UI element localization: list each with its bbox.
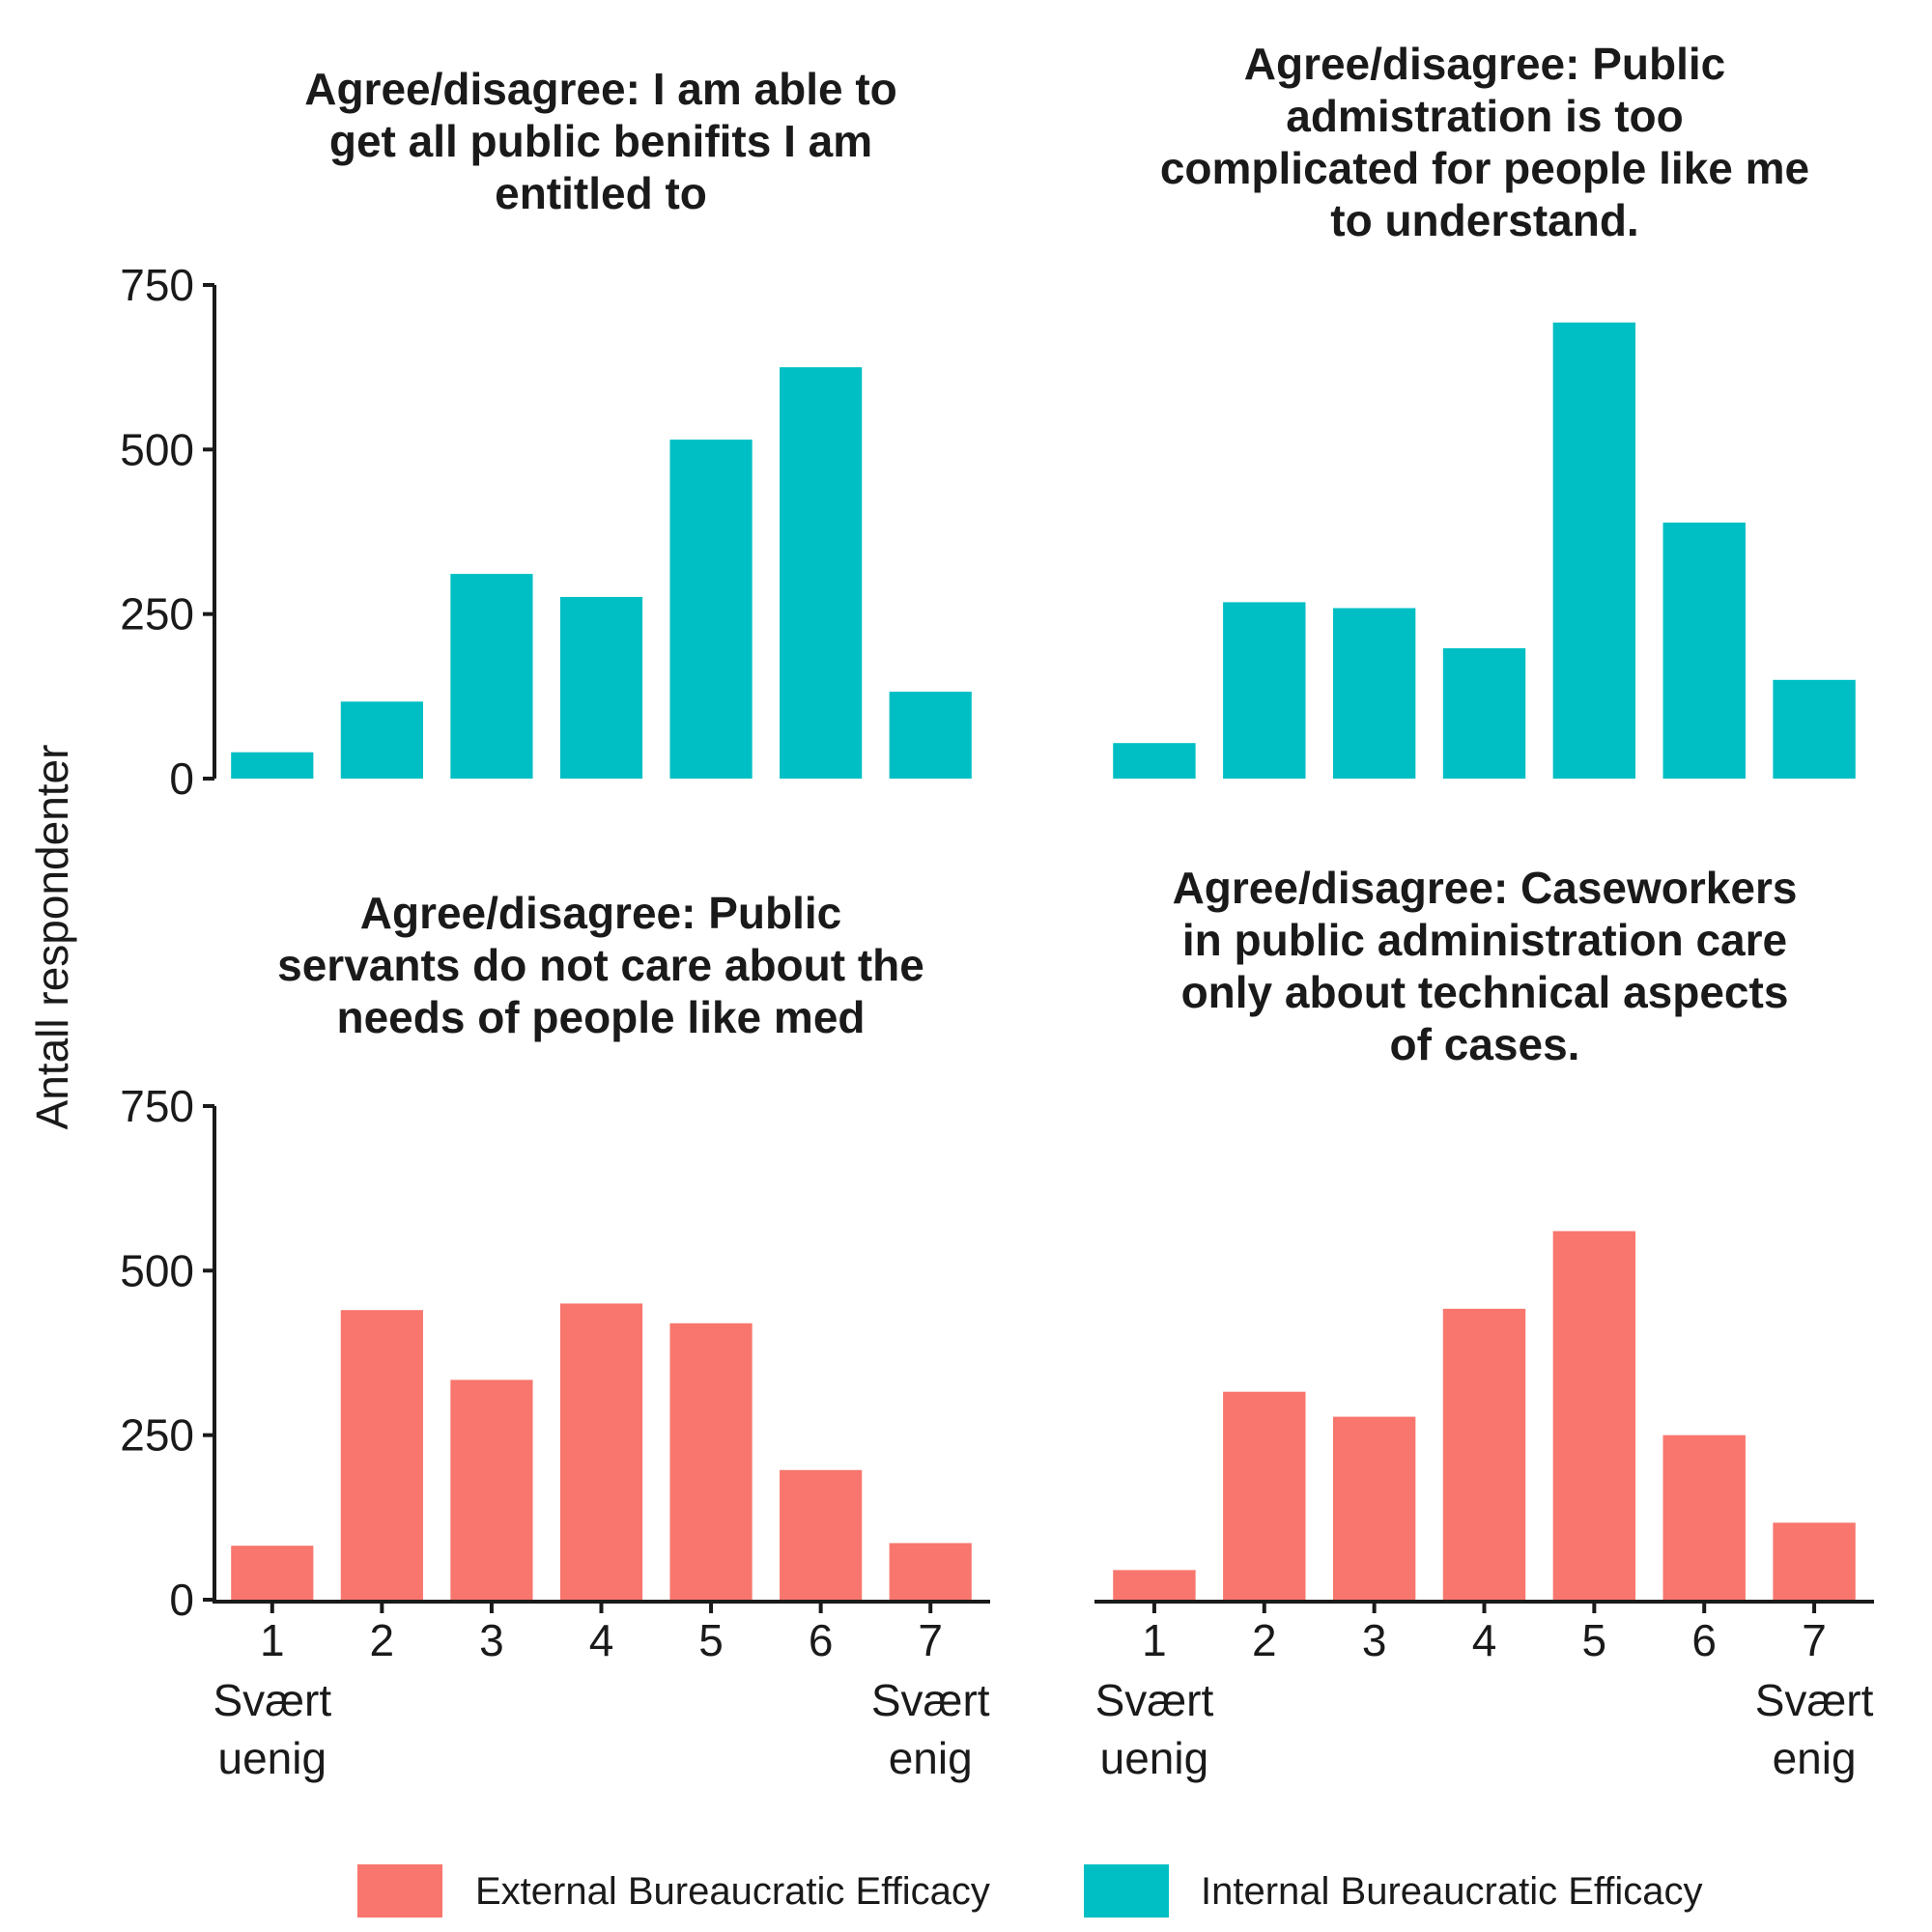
x-tick-sublabel: Svært [1755, 1675, 1874, 1725]
x-tick-label: 6 [809, 1615, 834, 1665]
x-tick-label: 4 [589, 1615, 614, 1665]
legend: External Bureaucratic Efficacy Internal B… [357, 1864, 1703, 1918]
panel-title-line: to understand. [1330, 195, 1638, 245]
bar-1 [231, 1546, 314, 1600]
y-tick-label: 250 [120, 1410, 194, 1461]
bar-4 [559, 1303, 643, 1600]
y-tick-label: 0 [169, 753, 194, 804]
bar-7 [889, 692, 972, 779]
bar-5 [669, 440, 753, 779]
y-tick-label: 750 [120, 1081, 194, 1131]
panel-title-line: of cases. [1390, 1019, 1580, 1069]
bar-5 [1552, 1231, 1636, 1600]
bar-3 [1332, 608, 1416, 779]
panel-title-line: servants do not care about the [277, 940, 924, 990]
panel-title-line: Agree/disagree: I am able to [304, 64, 897, 114]
bar-3 [1332, 1416, 1416, 1600]
panel-2: Agree/disagree: Public admistration is to… [1113, 39, 1856, 779]
bar-4 [1442, 648, 1526, 779]
y-tick-label: 500 [120, 424, 194, 474]
panel-title-line: complicated for people like me [1160, 143, 1809, 193]
bar-2 [340, 701, 423, 779]
panel-title: Agree/disagree: Caseworkers in public adm… [1173, 863, 1798, 1069]
bar-4 [1442, 1308, 1526, 1600]
y-tick-label: 750 [120, 260, 194, 310]
panel-4: Agree/disagree: Caseworkers in public adm… [1094, 863, 1874, 1783]
panel-1: Agree/disagree: I am able to get all publ… [120, 64, 972, 804]
bar-6 [780, 1469, 863, 1600]
panel-title-line: Agree/disagree: Public [360, 888, 842, 938]
panel-title-line: Agree/disagree: Public [1244, 39, 1726, 89]
bar-2 [1223, 1391, 1306, 1600]
bar-6 [1662, 1435, 1746, 1600]
bar-7 [1773, 679, 1856, 779]
y-tick-label: 0 [169, 1575, 194, 1625]
x-tick-sublabel: Svært [213, 1675, 331, 1725]
bar-3 [450, 1379, 533, 1600]
bar-7 [889, 1543, 972, 1600]
bar-3 [450, 574, 533, 779]
panel-title-line: get all public benifits I am [329, 116, 872, 166]
panels: Agree/disagree: I am able to get all publ… [120, 39, 1874, 1783]
bar-4 [559, 596, 643, 779]
panel-title: Agree/disagree: Public admistration is to… [1160, 39, 1809, 245]
bar-1 [1113, 1570, 1196, 1600]
legend-label-1: External Bureaucratic Efficacy [475, 1870, 990, 1913]
panel-title-line: needs of people like med [336, 992, 865, 1042]
x-tick-label: 2 [1252, 1615, 1277, 1665]
bar-6 [780, 367, 863, 779]
x-tick-label: 3 [1362, 1615, 1387, 1665]
x-tick-sublabel: Svært [1095, 1675, 1214, 1725]
panel-title: Agree/disagree: I am able to get all publ… [304, 64, 897, 218]
panel-title-line: only about technical aspects [1181, 967, 1789, 1017]
bar-5 [1552, 322, 1636, 779]
y-tick-label: 500 [120, 1245, 194, 1295]
panel-title-line: Agree/disagree: Caseworkers [1173, 863, 1798, 913]
x-tick-label: 7 [918, 1615, 943, 1665]
legend-key-2 [1084, 1864, 1169, 1918]
panel-title-line: admistration is too [1286, 91, 1683, 141]
x-tick-sublabel: enig [1773, 1733, 1857, 1783]
x-tick-sublabel: uenig [1100, 1733, 1209, 1783]
x-tick-sublabel: enig [889, 1733, 973, 1783]
x-tick-label: 5 [1582, 1615, 1607, 1665]
bar-2 [340, 1310, 423, 1600]
y-tick-label: 250 [120, 589, 194, 639]
x-tick-label: 3 [479, 1615, 504, 1665]
x-tick-label: 7 [1802, 1615, 1827, 1665]
bar-7 [1773, 1522, 1856, 1600]
x-tick-sublabel: uenig [218, 1733, 327, 1783]
bar-1 [1113, 743, 1196, 779]
bar-2 [1223, 602, 1306, 779]
bar-5 [669, 1322, 753, 1600]
x-tick-sublabel: Svært [871, 1675, 990, 1725]
x-tick-label: 2 [370, 1615, 395, 1665]
legend-label-2: Internal Bureaucratic Efficacy [1201, 1870, 1703, 1913]
x-tick-label: 4 [1472, 1615, 1497, 1665]
x-tick-label: 1 [260, 1615, 285, 1665]
panel-title: Agree/disagree: Public servants do not ca… [277, 888, 924, 1042]
bar-1 [231, 752, 314, 779]
legend-key-1 [357, 1864, 442, 1918]
bar-6 [1662, 522, 1746, 779]
panel-title-line: entitled to [495, 168, 707, 218]
panel-title-line: in public administration care [1182, 915, 1787, 965]
x-tick-label: 6 [1691, 1615, 1717, 1665]
x-tick-label: 1 [1142, 1615, 1167, 1665]
y-axis-label: Antall respondenter [27, 745, 77, 1130]
x-tick-label: 5 [698, 1615, 724, 1665]
panel-3: Agree/disagree: Public servants do not ca… [120, 888, 990, 1783]
